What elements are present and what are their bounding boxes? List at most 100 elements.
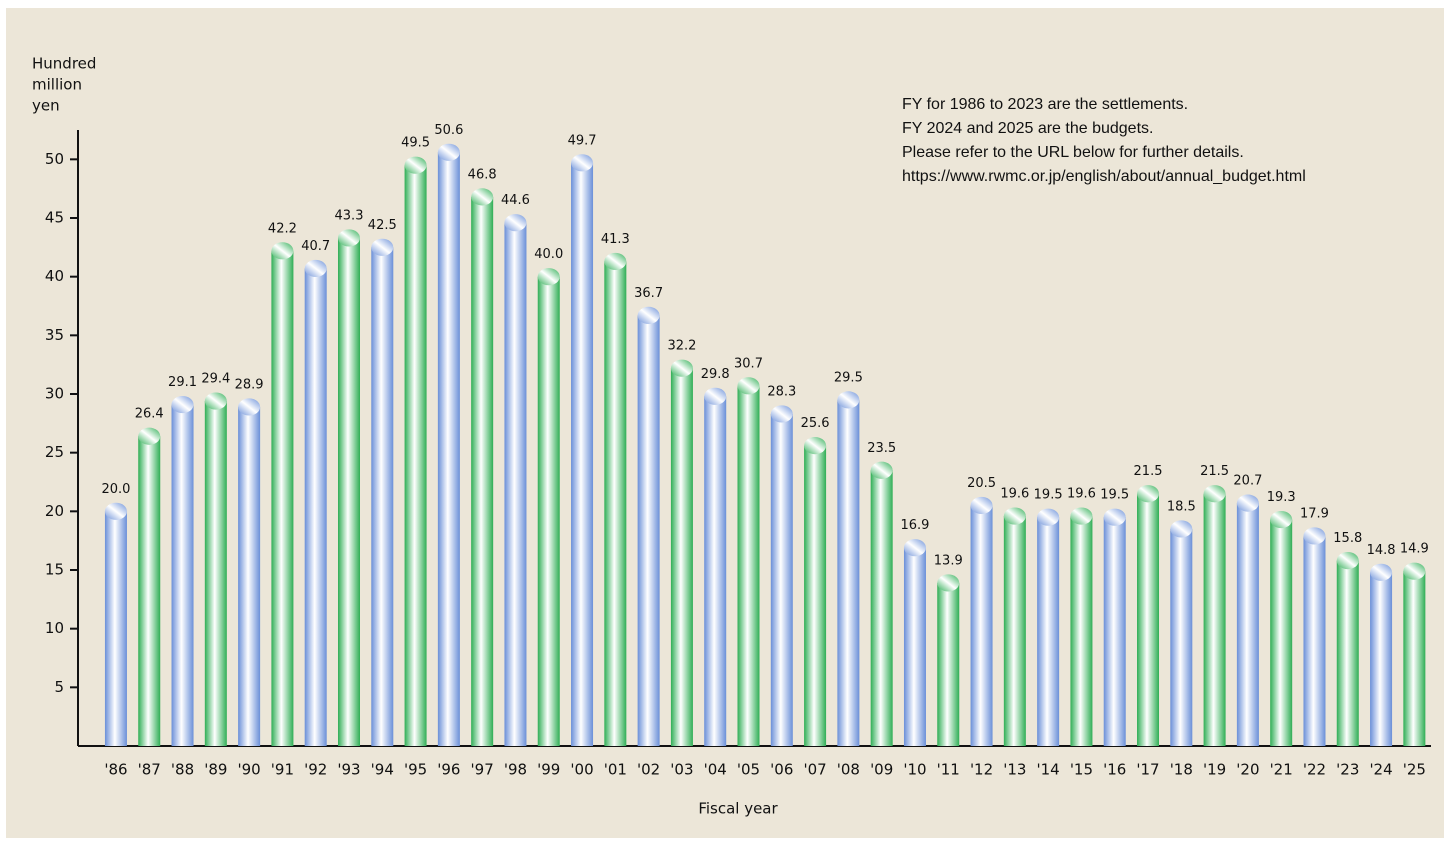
data-label: 19.3 <box>1267 490 1296 505</box>
data-label: 25.6 <box>801 416 830 431</box>
data-label: 43.3 <box>335 208 364 223</box>
bar-cap <box>704 387 727 405</box>
data-label: 19.5 <box>1034 488 1063 503</box>
y-tick-label: 45 <box>45 209 64 227</box>
y-tick-label: 15 <box>45 561 64 579</box>
bar <box>1203 493 1226 746</box>
x-tick-label: '96 <box>437 761 460 779</box>
bar-cap <box>271 242 294 260</box>
bar <box>1370 572 1393 746</box>
y-tick-label: 30 <box>45 385 64 403</box>
y-axis-label: million <box>32 76 82 94</box>
x-tick-label: '93 <box>337 761 360 779</box>
x-tick-label: '15 <box>1070 761 1093 779</box>
bar-cap <box>970 496 993 515</box>
x-tick-label: '14 <box>1037 761 1060 779</box>
data-label: 19.5 <box>1100 488 1129 503</box>
data-label: 19.6 <box>1067 487 1096 502</box>
bar-cap <box>571 154 594 172</box>
x-tick-label: '20 <box>1236 761 1259 779</box>
x-tick-label: '03 <box>670 761 693 779</box>
data-label: 42.2 <box>268 221 297 236</box>
bar <box>204 401 227 746</box>
x-tick-label: '17 <box>1136 761 1159 779</box>
bar-cap <box>1103 508 1126 526</box>
bar <box>837 399 860 746</box>
bar <box>903 547 926 746</box>
bar <box>1070 516 1093 746</box>
data-label: 26.4 <box>135 407 164 422</box>
bar-cap <box>870 461 893 479</box>
x-tick-label: '19 <box>1203 761 1226 779</box>
x-tick-label: '25 <box>1403 761 1426 779</box>
bar-cap <box>437 143 460 161</box>
data-label: 30.7 <box>734 356 763 371</box>
data-label: 36.7 <box>634 286 663 301</box>
x-tick-label: '98 <box>504 761 527 779</box>
bar <box>670 368 693 746</box>
x-tick-label: '08 <box>837 761 860 779</box>
data-label: 21.5 <box>1134 464 1163 479</box>
bar-cap <box>837 391 860 409</box>
bar <box>770 413 793 746</box>
bar <box>970 505 993 746</box>
bar-cap <box>204 392 227 410</box>
bar <box>304 268 327 746</box>
x-tick-label: '92 <box>304 761 327 779</box>
bar-cap <box>1236 494 1259 512</box>
bar <box>870 470 893 746</box>
bar-cap <box>903 539 926 557</box>
data-label: 29.4 <box>201 372 230 387</box>
bar <box>737 385 760 746</box>
bar-cap <box>471 188 494 206</box>
bar-cap <box>737 377 760 395</box>
y-axis-label: yen <box>32 97 60 115</box>
data-label: 29.8 <box>701 367 730 382</box>
bar-cap <box>537 268 560 286</box>
y-tick-label: 50 <box>45 150 64 168</box>
bar-cap <box>670 359 693 377</box>
x-tick-label: '09 <box>870 761 893 779</box>
bar <box>804 445 827 746</box>
y-tick-label: 5 <box>54 678 64 696</box>
bar <box>371 247 394 747</box>
bar <box>704 396 727 746</box>
bar <box>238 406 261 746</box>
bar-cap <box>371 238 394 256</box>
x-tick-label: '23 <box>1336 761 1359 779</box>
bar-cap <box>770 405 793 423</box>
bar <box>171 404 194 746</box>
x-tick-label: '02 <box>637 761 660 779</box>
data-label: 32.2 <box>667 339 696 354</box>
bar <box>604 261 627 746</box>
annotation: https://www.rwmc.or.jp/english/about/ann… <box>902 168 1306 185</box>
data-label: 21.5 <box>1200 464 1229 479</box>
data-label: 49.7 <box>568 133 597 148</box>
x-tick-label: '22 <box>1303 761 1326 779</box>
x-tick-label: '06 <box>770 761 793 779</box>
bar-cap <box>1203 485 1226 503</box>
data-label: 23.5 <box>867 441 896 456</box>
data-label: 14.8 <box>1367 543 1396 558</box>
data-label: 20.7 <box>1233 474 1262 489</box>
bar <box>138 436 161 746</box>
x-tick-label: '04 <box>704 761 727 779</box>
bar <box>1137 493 1160 746</box>
bar-cap <box>337 229 360 247</box>
data-label: 16.9 <box>900 518 929 533</box>
data-label: 40.7 <box>301 239 330 254</box>
data-label: 15.8 <box>1333 531 1362 546</box>
y-tick-label: 20 <box>45 502 64 520</box>
x-tick-label: '05 <box>737 761 760 779</box>
bar <box>637 315 660 746</box>
x-tick-label: '86 <box>104 761 127 779</box>
x-tick-label: '16 <box>1103 761 1126 779</box>
bar <box>1236 503 1259 746</box>
data-label: 18.5 <box>1167 499 1196 514</box>
y-tick-label: 40 <box>45 267 64 285</box>
x-tick-label: '89 <box>204 761 227 779</box>
x-tick-label: '07 <box>803 761 826 779</box>
bar-cap <box>1037 508 1060 526</box>
bar <box>337 237 360 747</box>
